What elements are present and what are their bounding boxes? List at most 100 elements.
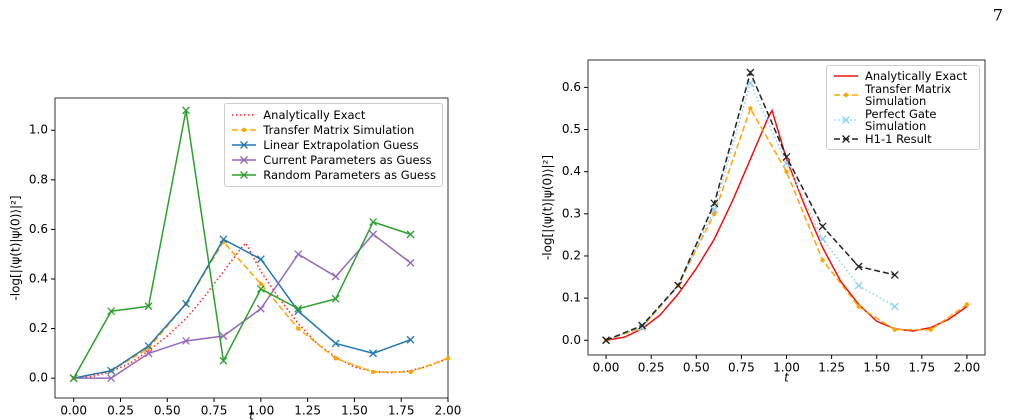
y-tick-label: 1.0 [29,123,48,137]
marker [602,336,611,345]
marker [144,349,153,358]
marker [331,272,340,281]
y-tick-label: 0.0 [562,333,581,347]
marker [144,341,153,350]
y-axis-label: -log[|⟨ψ(t)|ψ(0)⟩|²] [9,195,23,300]
x-tick-label: 2.00 [954,361,981,375]
marker [406,335,415,344]
y-tick-label: 0.0 [29,371,48,385]
marker [219,332,228,340]
marker [258,281,264,287]
y-tick-label: 0.2 [29,321,48,335]
legend-swatch [232,141,257,149]
marker [854,262,863,271]
marker [638,323,647,332]
marker [746,68,755,77]
marker [820,257,825,263]
legend-swatch [834,135,858,143]
marker [294,304,303,313]
plot-frame [54,97,449,399]
marker [182,106,190,115]
legend-label: Current Parameters as Guess [263,153,432,167]
marker [856,304,861,309]
x-tick-label: 1.75 [388,404,415,418]
marker [182,337,190,345]
y-axis-label: -log[|⟨ψ(t)|ψ(0)⟩|²] [541,155,555,260]
marker [710,205,719,214]
legend-label: Random Parameters as Guess [263,168,436,182]
marker [256,255,265,264]
marker [784,169,789,174]
legend-label: H1-1 Result [865,132,932,146]
marker [843,92,849,98]
series-line [73,238,411,379]
legend-entry: Analytically Exact [231,108,436,122]
x-tick-label: 0.50 [154,404,181,418]
legend-entry: Transfer Matrix Simulation [833,83,973,107]
x-tick-label: 1.00 [247,404,274,418]
marker [782,152,791,161]
x-axis-label: t [784,371,790,385]
marker [674,281,683,290]
marker [69,374,78,383]
marker [369,230,378,239]
marker [842,135,850,143]
x-tick-label: 2.00 [435,404,462,418]
legend-entry: Analytically Exact [833,70,973,82]
marker [408,369,413,375]
marker [107,366,116,375]
y-tick-label: 0.8 [29,172,48,186]
legend-entry: Linear Extrapolation Guess [231,138,436,152]
marker [242,127,247,133]
x-tick-label: 0.75 [728,361,755,375]
marker [890,270,899,279]
legend-entry: Perfect Gate Simulation [833,108,973,132]
marker [712,211,717,217]
x-tick-label: 1.75 [908,361,935,375]
legend-swatch [834,75,858,77]
marker [369,349,378,358]
legend-label: Perfect Gate Simulation [865,107,937,133]
marker [144,302,153,311]
marker [818,222,827,231]
series-line [73,233,412,379]
marker [818,235,827,244]
legend: Analytically Exact Transfer Matrix Simula… [826,65,980,150]
x-tick-label: 1.25 [818,361,845,375]
marker [219,356,228,365]
y-tick-label: 0.2 [562,248,581,262]
series-line [73,110,411,379]
marker [370,369,376,375]
marker [369,218,378,226]
marker [748,106,753,111]
legend-swatch [232,127,257,133]
x-tick-label: 1.50 [863,361,890,375]
marker [710,199,719,208]
marker [638,321,647,330]
x-tick-label: 1.00 [773,361,800,375]
legend-label: Transfer Matrix Simulation [263,123,415,137]
legend-swatch [232,156,257,164]
y-tick-label: 0.6 [29,222,48,236]
legend-swatch [232,171,257,179]
marker [256,284,265,293]
marker [240,141,249,149]
marker [256,304,265,313]
y-tick-label: 0.4 [29,271,48,285]
marker [406,230,415,239]
marker [294,250,303,259]
x-tick-label: 0.00 [593,361,620,375]
marker [240,156,249,164]
marker [296,326,301,331]
marker [331,339,340,348]
x-tick-label: 1.50 [341,404,368,418]
marker [333,356,338,361]
x-tick-label: 1.25 [294,404,321,418]
marker [107,374,116,383]
marker [240,171,249,179]
marker [890,302,899,311]
legend-entry: Random Parameters as Guess [231,168,436,182]
marker [219,235,228,244]
x-tick-label: 0.25 [638,361,665,375]
series-line [73,240,449,379]
